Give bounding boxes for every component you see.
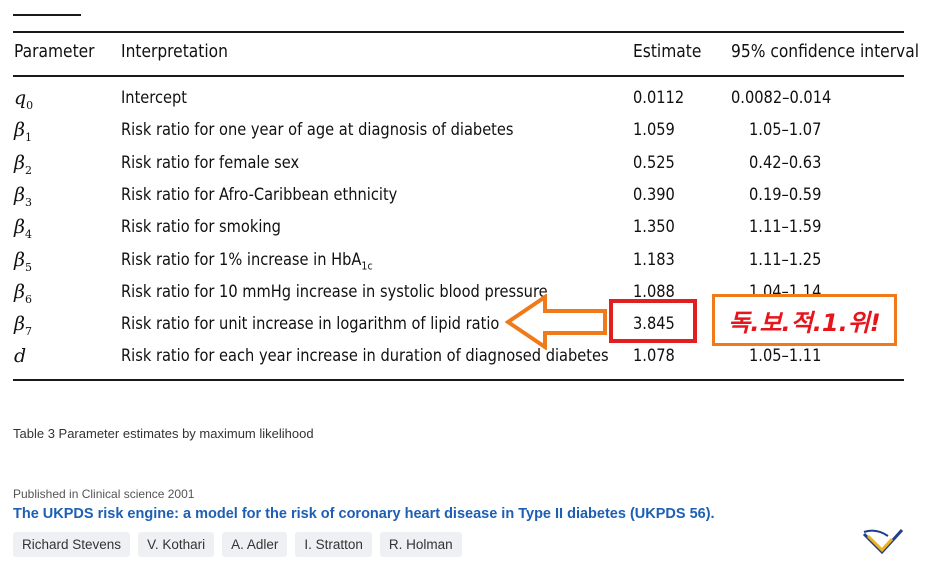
- row-symbol: q0: [14, 88, 33, 116]
- published-in: Published in Clinical science 2001: [13, 487, 195, 501]
- estimate-highlight-box: [609, 299, 697, 343]
- row-interpretation: Intercept: [121, 88, 187, 108]
- row-estimate: 1.350: [633, 217, 675, 238]
- symbol-subscript: 5: [24, 260, 32, 274]
- row-estimate: 0.390: [633, 184, 675, 205]
- interpretation-text: Risk ratio for each year increase in dur…: [121, 346, 609, 367]
- table-bottom-rule: [13, 379, 904, 381]
- interpretation-text: Risk ratio for unit increase in logarith…: [121, 314, 500, 335]
- symbol-subscript: 6: [24, 292, 32, 306]
- row-estimate: 1.088: [633, 281, 675, 302]
- interpretation-text: Risk ratio for Afro-Caribbean ethnicity: [121, 184, 398, 205]
- symbol-text: β: [14, 216, 25, 239]
- header-top-rule: [13, 31, 904, 33]
- symbol-subscript: 4: [24, 227, 32, 241]
- symbol-text: β: [14, 119, 25, 142]
- row-ci: 0.0082–0.014: [731, 88, 832, 108]
- header-parameter: Parameter: [14, 41, 95, 62]
- row-estimate: 0.525: [633, 152, 675, 173]
- row-estimate: 3.845: [633, 314, 675, 335]
- row-ci: 1.11–1.59: [749, 217, 822, 238]
- symbol-text: d: [14, 345, 27, 368]
- interpretation-text: Intercept: [121, 88, 188, 108]
- row-interpretation: Risk ratio for one year of age at diagno…: [121, 120, 514, 140]
- annotation-label-box: 독.보.적.1.위!: [712, 294, 897, 346]
- symbol-text: β: [14, 248, 25, 271]
- semantic-scholar-logo-icon: [862, 528, 904, 555]
- row-ci: 1.05–1.11: [749, 346, 822, 367]
- row-ci: 0.42–0.63: [749, 152, 822, 173]
- interpretation-subscript: 1c: [361, 258, 373, 272]
- row-symbol: β4: [14, 217, 32, 245]
- row-interpretation: Risk ratio for 10 mmHg increase in systo…: [121, 282, 548, 302]
- row-ci: 0.19–0.59: [749, 184, 822, 205]
- symbol-subscript: 0: [26, 98, 34, 112]
- symbol-subscript: 2: [24, 163, 32, 177]
- interpretation-text: Risk ratio for smoking: [121, 217, 281, 238]
- row-ci: 1.05–1.07: [749, 120, 822, 141]
- header-ci: 95% confidence interval: [731, 41, 920, 62]
- row-ci: 1.11–1.25: [749, 249, 822, 270]
- symbol-subscript: 3: [24, 195, 32, 209]
- row-symbol: β2: [14, 153, 32, 181]
- author-chip[interactable]: A. Adler: [222, 532, 288, 557]
- author-chip[interactable]: Richard Stevens: [13, 532, 131, 557]
- row-interpretation: Risk ratio for each year increase in dur…: [121, 346, 609, 366]
- symbol-text: β: [14, 151, 25, 174]
- table-image: Parameter Interpretation Estimate 95% co…: [13, 14, 920, 381]
- table-caption: Table 3 Parameter estimates by maximum l…: [13, 426, 314, 441]
- header-bottom-rule: [13, 75, 904, 77]
- symbol-text: q: [14, 87, 27, 109]
- interpretation-text: Risk ratio for one year of age at diagno…: [121, 120, 514, 141]
- row-symbol: d: [14, 346, 26, 374]
- header-estimate: Estimate: [633, 41, 702, 62]
- symbol-text: β: [14, 313, 25, 336]
- interpretation-text: Risk ratio for 1% increase in HbA: [121, 249, 362, 270]
- interpretation-text: Risk ratio for 10 mmHg increase in systo…: [121, 281, 548, 302]
- row-interpretation: Risk ratio for unit increase in logarith…: [121, 314, 499, 334]
- arrow-left-icon: [505, 294, 607, 350]
- header-interpretation: Interpretation: [121, 41, 228, 62]
- top-short-rule: [13, 14, 81, 16]
- author-chip[interactable]: V. Kothari: [138, 532, 215, 557]
- paper-title-link[interactable]: The UKPDS risk engine: a model for the r…: [13, 506, 715, 522]
- symbol-text: β: [14, 280, 25, 303]
- author-list: Richard Stevens V. Kothari A. Adler I. S…: [13, 532, 462, 557]
- author-chip[interactable]: R. Holman: [379, 532, 462, 557]
- row-estimate: 1.183: [633, 249, 675, 270]
- annotation-text: 독.보.적.1.위!: [728, 308, 881, 337]
- row-interpretation: Risk ratio for female sex: [121, 153, 299, 173]
- row-estimate: 0.0112: [633, 88, 685, 108]
- row-symbol: β5: [14, 250, 32, 278]
- author-chip[interactable]: I. Stratton: [295, 532, 372, 557]
- row-symbol: β7: [14, 314, 32, 342]
- symbol-subscript: 1: [24, 131, 32, 145]
- row-symbol: β3: [14, 185, 32, 213]
- row-interpretation: Risk ratio for smoking: [121, 217, 281, 237]
- row-symbol: β1: [14, 120, 32, 148]
- row-symbol: β6: [14, 282, 32, 310]
- symbol-subscript: 7: [24, 324, 32, 338]
- interpretation-text: Risk ratio for female sex: [121, 152, 300, 173]
- symbol-text: β: [14, 183, 25, 206]
- row-estimate: 1.078: [633, 346, 675, 367]
- row-interpretation: Risk ratio for 1% increase in HbA1c: [121, 250, 373, 276]
- row-estimate: 1.059: [633, 120, 675, 141]
- row-interpretation: Risk ratio for Afro-Caribbean ethnicity: [121, 185, 397, 205]
